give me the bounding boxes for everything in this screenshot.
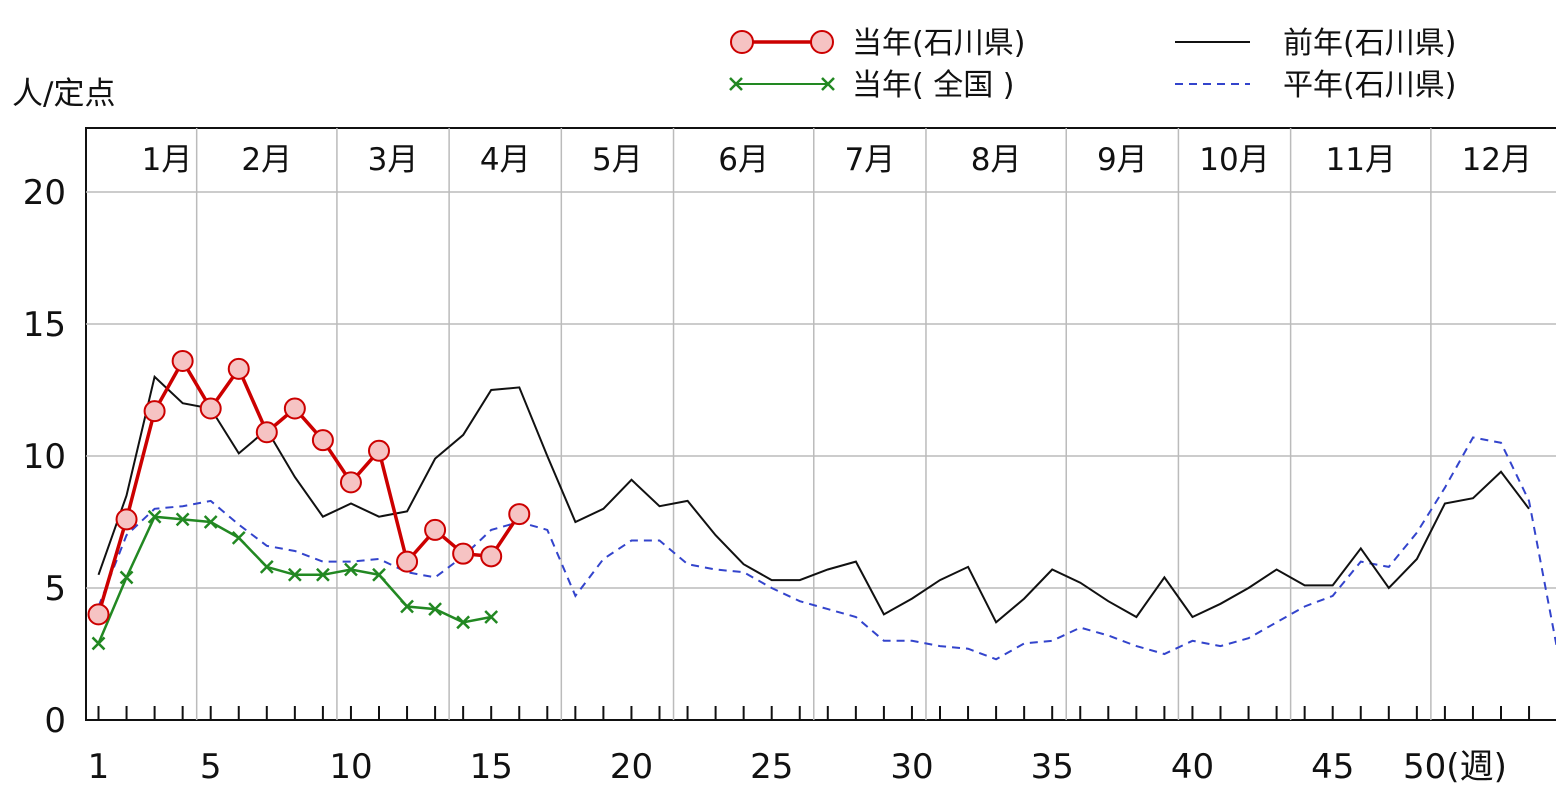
month-label: 12月	[1462, 142, 1532, 178]
data-point	[87, 603, 110, 626]
series-layer	[87, 349, 1556, 661]
data-point	[91, 636, 106, 651]
data-point	[400, 599, 414, 614]
x-tick-label: 30	[890, 747, 933, 785]
x-tick-label: 50(週)	[1403, 747, 1507, 785]
month-label: 4月	[480, 142, 531, 178]
x-tick-label: 35	[1031, 747, 1074, 785]
y-tick-label: 15	[23, 305, 66, 345]
x-tick-label: 15	[470, 747, 513, 785]
data-point	[175, 512, 190, 527]
data-point	[456, 615, 471, 630]
y-tick-label: 0	[44, 701, 66, 741]
month-label: 2月	[241, 142, 292, 178]
legend-marker	[810, 30, 834, 54]
month-label: 6月	[718, 142, 769, 178]
data-point	[231, 530, 246, 545]
data-point	[203, 515, 218, 529]
month-label: 10月	[1199, 142, 1269, 178]
legend: 当年(石川県) 当年( 全国 ) 前年(石川県) 平年(石川県)	[729, 26, 1456, 103]
data-point	[143, 400, 166, 423]
data-point	[344, 562, 358, 577]
data-point	[311, 429, 334, 452]
data-point	[255, 421, 278, 444]
legend-label: 当年( 全国 )	[852, 68, 1014, 103]
y-tick-label: 5	[44, 569, 66, 609]
data-point	[316, 567, 330, 582]
x-tick-label: 40	[1171, 747, 1214, 785]
data-point	[339, 471, 362, 494]
legend-marker	[729, 77, 743, 91]
month-label: 9月	[1097, 142, 1148, 178]
data-point	[372, 567, 386, 582]
x-tick-label: 20	[610, 747, 653, 785]
data-point	[424, 518, 447, 541]
month-label: 7月	[845, 142, 896, 178]
month-label: 1月	[142, 142, 193, 178]
data-point	[227, 357, 250, 380]
data-point	[147, 509, 162, 524]
data-point	[484, 610, 499, 624]
data-point	[428, 602, 442, 617]
legend-label: 当年(石川県)	[852, 26, 1025, 61]
data-point	[452, 542, 475, 565]
month-label: 3月	[368, 142, 419, 178]
legend-marker	[730, 30, 754, 54]
data-point	[199, 397, 222, 420]
data-point	[396, 550, 419, 573]
data-point	[480, 545, 503, 568]
x-tick-label: 1	[88, 747, 110, 785]
y-tick-label: 20	[23, 173, 66, 213]
y-tick-label: 10	[23, 437, 66, 477]
data-point	[171, 349, 194, 372]
data-point	[287, 567, 302, 582]
data-point	[115, 508, 138, 531]
legend-marker	[821, 77, 835, 91]
data-point	[119, 570, 134, 585]
data-point	[283, 397, 306, 420]
plot-frame	[85, 127, 1556, 721]
grid	[85, 127, 1556, 721]
y-axis: 0 5 10 15 20	[23, 173, 66, 741]
month-label: 8月	[971, 142, 1022, 178]
y-axis-unit-label: 人/定点	[12, 76, 115, 112]
x-tick-label: 25	[750, 747, 793, 785]
x-axis: 1 5 10 15 20 25 30 35 40 45 50(週)	[88, 706, 1531, 785]
data-point	[259, 559, 274, 574]
legend-label: 前年(石川県)	[1283, 26, 1456, 61]
series-line	[97, 374, 1530, 624]
month-label: 5月	[592, 142, 643, 178]
data-point	[508, 503, 531, 526]
month-labels: 1月 2月 3月 4月 5月 6月 7月 8月 9月 10月 11月 12月	[142, 142, 1532, 178]
series-line	[97, 436, 1556, 661]
data-point	[368, 439, 390, 462]
x-tick-label: 45	[1311, 747, 1354, 785]
x-tick-label: 5	[200, 747, 222, 785]
legend-label: 平年(石川県)	[1283, 68, 1456, 103]
series-line	[96, 357, 521, 615]
x-tick-label: 10	[329, 747, 372, 785]
month-label: 11月	[1326, 142, 1396, 178]
